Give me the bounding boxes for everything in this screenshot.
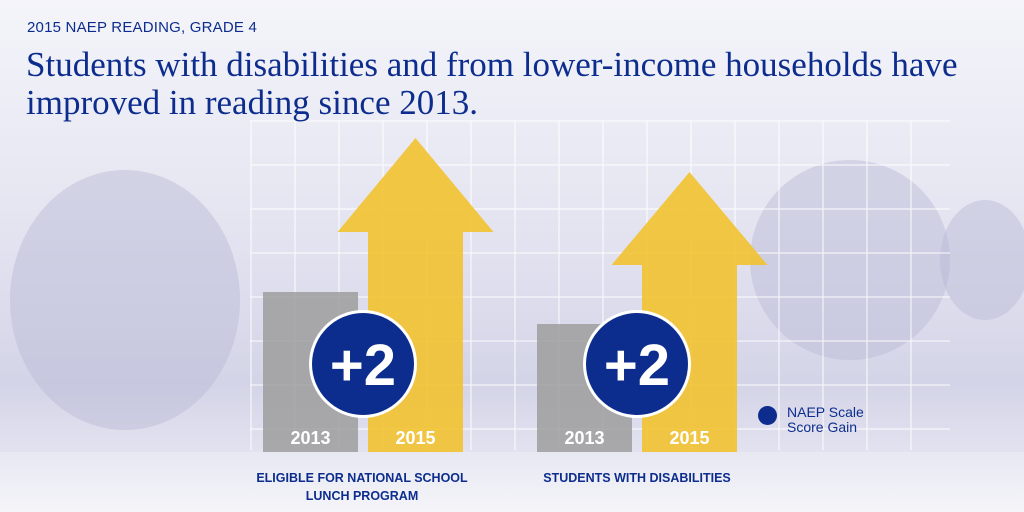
page-title: Students with disabilities and from lowe…	[26, 45, 958, 122]
gain-value: +2	[330, 333, 396, 398]
gain-badge	[312, 313, 414, 415]
year-label-2015: 2015	[395, 428, 435, 448]
kicker: 2015 NAEP READING, GRADE 4	[27, 19, 258, 36]
background-photo	[940, 200, 1024, 320]
legend: NAEP Scale Score Gain	[758, 405, 877, 435]
background-photo	[10, 170, 240, 430]
gain-badge	[586, 313, 688, 415]
year-label-2013: 2013	[564, 428, 604, 448]
category-label-lunch: ELIGIBLE FOR NATIONAL SCHOOL LUNCH PROGR…	[256, 471, 468, 503]
year-label-2013: 2013	[290, 428, 330, 448]
background-photo	[750, 160, 950, 360]
category-label-disabilities: STUDENTS WITH DISABILITIES	[543, 471, 731, 485]
floor	[0, 452, 1024, 512]
legend-swatch	[758, 406, 777, 425]
gain-value: +2	[604, 333, 670, 398]
legend-label: NAEP Scale Score Gain	[787, 404, 864, 435]
year-label-2015: 2015	[669, 428, 709, 448]
